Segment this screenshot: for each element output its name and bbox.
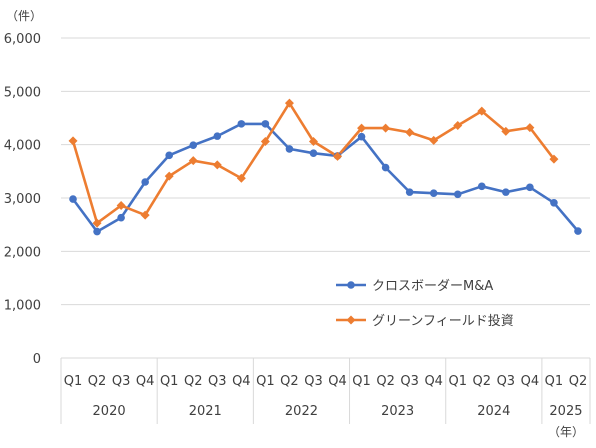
data-point — [68, 136, 78, 146]
x-axis-unit: （年） — [548, 425, 584, 439]
series-line-1 — [71, 101, 555, 225]
data-point — [93, 227, 101, 236]
x-tick-label: Q2 — [473, 374, 492, 389]
y-tick-label: 2,000 — [4, 245, 41, 260]
x-tick-label: Q3 — [400, 374, 419, 389]
legend-marker — [346, 315, 356, 325]
data-point — [141, 178, 149, 186]
data-point — [357, 123, 367, 133]
x-tick-label: Q1 — [352, 374, 371, 389]
data-point — [405, 127, 415, 137]
y-tick-label: 1,000 — [4, 299, 41, 314]
data-point — [237, 120, 246, 128]
x-tick-label: Q2 — [88, 374, 107, 389]
data-point — [285, 145, 294, 153]
data-point — [92, 218, 102, 228]
y-tick-label: 5,000 — [4, 85, 41, 100]
data-point — [477, 182, 486, 191]
data-point — [309, 149, 318, 157]
x-tick-label: Q1 — [160, 374, 179, 389]
year-label: 2022 — [285, 404, 318, 419]
data-point — [381, 163, 390, 172]
x-tick-label: Q3 — [304, 374, 323, 389]
data-point — [429, 189, 438, 197]
data-point — [477, 106, 487, 116]
legend-label: クロスボーダーM&A — [372, 279, 493, 294]
y-tick-label: 3,000 — [4, 192, 41, 207]
x-tick-label: Q3 — [208, 374, 227, 389]
data-point — [501, 126, 511, 136]
x-tick-label: Q3 — [497, 374, 516, 389]
legend-marker — [347, 281, 355, 289]
x-tick-label: Q4 — [328, 374, 347, 389]
data-point — [526, 183, 534, 192]
series-lines — [71, 101, 579, 233]
data-point — [502, 188, 510, 196]
x-tick-label: Q1 — [256, 374, 275, 389]
x-tick-label: Q4 — [136, 374, 155, 389]
x-tick-label: Q2 — [184, 374, 203, 389]
legend: クロスボーダーM&A グリーンフィールド投資 — [336, 279, 514, 329]
x-tick-label: Q2 — [376, 374, 395, 389]
data-point — [429, 135, 439, 145]
data-point — [236, 173, 246, 183]
data-point — [549, 154, 559, 164]
x-axis: Q1 Q2 Q3 Q4 Q1 Q2 Q3 Q4 Q1 Q2 Q3 Q4 Q1 Q2 Q3 Q4 Q1 Q2 Q3 Q4… — [60, 357, 591, 424]
data-point — [189, 141, 198, 149]
y-tick-label: 4,000 — [4, 139, 41, 154]
data-point — [164, 171, 174, 181]
year-label: 2023 — [381, 404, 414, 419]
legend-label: グリーンフィールド投資 — [372, 313, 514, 329]
data-point — [213, 132, 222, 140]
data-point — [69, 195, 77, 203]
data-point — [284, 98, 294, 108]
data-point — [333, 151, 343, 161]
x-tick-label: Q4 — [424, 374, 443, 389]
y-axis-unit: （件） — [6, 9, 42, 23]
data-point — [261, 120, 270, 128]
data-point — [574, 227, 582, 235]
x-tick-label: Q3 — [112, 374, 131, 389]
y-tick-label: 6,000 — [4, 32, 41, 47]
gridlines — [61, 37, 590, 306]
data-point — [357, 132, 366, 141]
data-point — [453, 190, 462, 199]
data-point — [550, 199, 558, 207]
data-point — [308, 136, 318, 146]
year-label: 2025 — [549, 404, 582, 419]
data-point — [405, 188, 414, 196]
data-point — [260, 136, 270, 146]
data-point — [212, 160, 222, 170]
year-label: 2021 — [189, 404, 222, 419]
x-tick-label: Q1 — [64, 374, 83, 389]
x-tick-label: Q2 — [280, 374, 299, 389]
data-point — [188, 156, 198, 166]
series-line-0 — [71, 122, 579, 233]
x-tick-label: Q4 — [232, 374, 251, 389]
series-markers — [68, 98, 582, 236]
y-axis-tick-labels: 0 1,000 2,000 3,000 4,000 5,000 6,000 — [4, 32, 41, 367]
data-point — [116, 200, 126, 210]
year-label: 2020 — [93, 404, 126, 419]
data-point — [165, 151, 174, 160]
x-tick-label: Q2 — [569, 374, 588, 389]
x-tick-label: Q4 — [521, 374, 540, 389]
year-label: 2024 — [477, 404, 510, 419]
data-point — [381, 123, 391, 133]
x-tick-label: Q1 — [448, 374, 467, 389]
x-tick-label: Q1 — [545, 374, 564, 389]
data-point — [525, 123, 535, 133]
data-point — [453, 120, 463, 130]
y-tick-label: 0 — [33, 352, 41, 367]
data-point — [117, 213, 125, 222]
data-point — [140, 210, 150, 220]
